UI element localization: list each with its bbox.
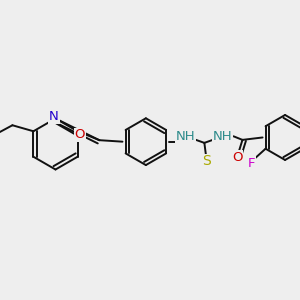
- Text: F: F: [248, 157, 255, 169]
- Text: S: S: [202, 154, 211, 169]
- Text: NH: NH: [213, 130, 233, 143]
- Text: O: O: [75, 128, 85, 141]
- Text: O: O: [232, 151, 242, 164]
- Text: N: N: [49, 110, 59, 124]
- Text: NH: NH: [176, 130, 196, 143]
